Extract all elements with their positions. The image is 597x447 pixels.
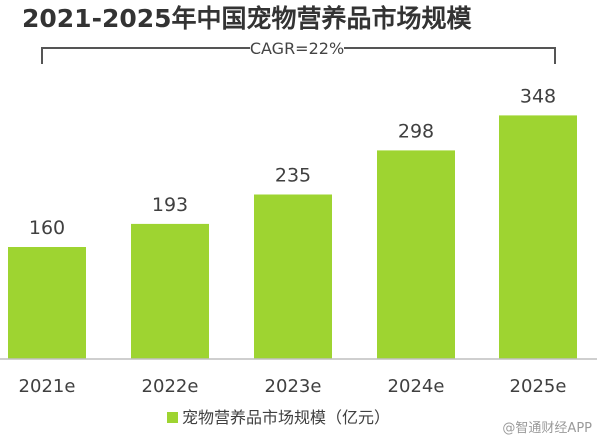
value-label-2023e: 235	[275, 165, 311, 187]
tick-labels-layer: 2021e 2022e 2023e 2024e 2025e	[19, 376, 567, 397]
bar-2025e	[499, 115, 577, 360]
chart-title: 2021-2025年中国宠物营养品市场规模	[22, 4, 473, 33]
value-label-2022e: 193	[152, 194, 188, 216]
legend: 宠物营养品市场规模（亿元）	[167, 408, 390, 427]
tick-label-2025e: 2025e	[510, 376, 567, 397]
value-label-2024e: 298	[398, 120, 434, 142]
bar-2022e	[131, 223, 209, 359]
bars-layer	[8, 115, 577, 360]
legend-label: 宠物营养品市场规模（亿元）	[182, 408, 390, 427]
cagr-annotation: CAGR=22%	[250, 39, 344, 58]
legend-swatch	[167, 412, 178, 423]
bar-2024e	[377, 150, 455, 359]
value-labels-layer: 160 193 235 298 348	[29, 85, 556, 239]
bar-2023e	[254, 194, 332, 359]
value-label-2025e: 348	[520, 85, 556, 107]
watermark: @智通财经APP	[502, 421, 592, 436]
bar-2021e	[8, 247, 86, 359]
cagr-bracket	[41, 47, 556, 64]
tick-label-2022e: 2022e	[142, 376, 199, 397]
tick-label-2023e: 2023e	[265, 376, 322, 397]
tick-label-2021e: 2021e	[19, 376, 76, 397]
tick-label-2024e: 2024e	[388, 376, 445, 397]
value-label-2021e: 160	[29, 217, 65, 239]
